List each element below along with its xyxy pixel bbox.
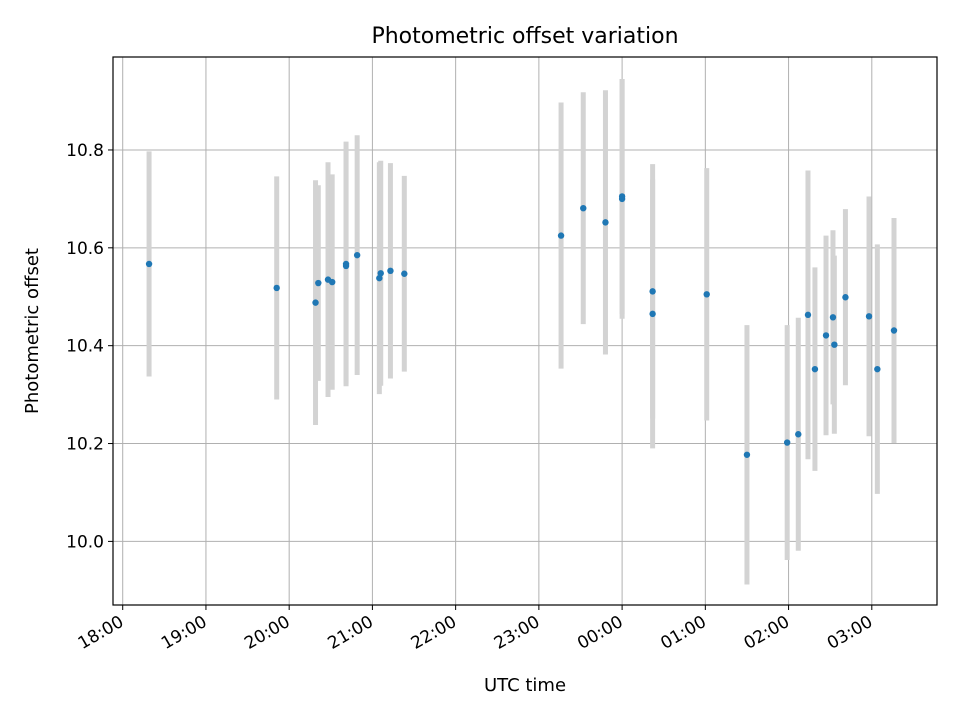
data-point [401, 270, 408, 277]
data-point [795, 431, 802, 438]
data-point [377, 270, 384, 277]
data-point [273, 284, 280, 292]
data-point [649, 288, 656, 295]
data-point [874, 365, 881, 373]
data-point [865, 313, 873, 320]
data-point [557, 232, 565, 239]
data-point [618, 193, 626, 200]
data-point [376, 274, 383, 282]
data-point [783, 439, 791, 446]
data-point [353, 251, 361, 259]
data-point [829, 314, 837, 321]
data-point [328, 278, 336, 286]
y-tick-label: 10.8 [66, 141, 104, 161]
data-point [822, 332, 830, 339]
x-axis-label: UTC time [484, 675, 566, 696]
data-point [811, 365, 819, 373]
data-point [387, 267, 394, 275]
y-axis-label: Photometric offset [22, 248, 43, 414]
data-points [145, 193, 898, 458]
data-point [831, 341, 838, 348]
data-point [602, 219, 609, 226]
y-tick-label: 10.2 [66, 435, 104, 455]
data-point [890, 327, 898, 334]
data-point [312, 299, 319, 306]
data-point [649, 310, 656, 318]
data-point [703, 291, 710, 298]
chart-title: Photometric offset variation [371, 24, 678, 49]
y-tick-label: 10.4 [66, 337, 104, 357]
data-point [315, 279, 322, 287]
data-point [145, 260, 153, 268]
plot-frame [112, 56, 938, 606]
data-point [342, 262, 350, 270]
data-point [842, 294, 849, 301]
data-point [580, 204, 587, 212]
y-tick-label: 10.6 [66, 239, 104, 259]
data-point [743, 451, 751, 458]
y-tick-label: 10.0 [66, 532, 104, 552]
data-point [804, 311, 812, 319]
